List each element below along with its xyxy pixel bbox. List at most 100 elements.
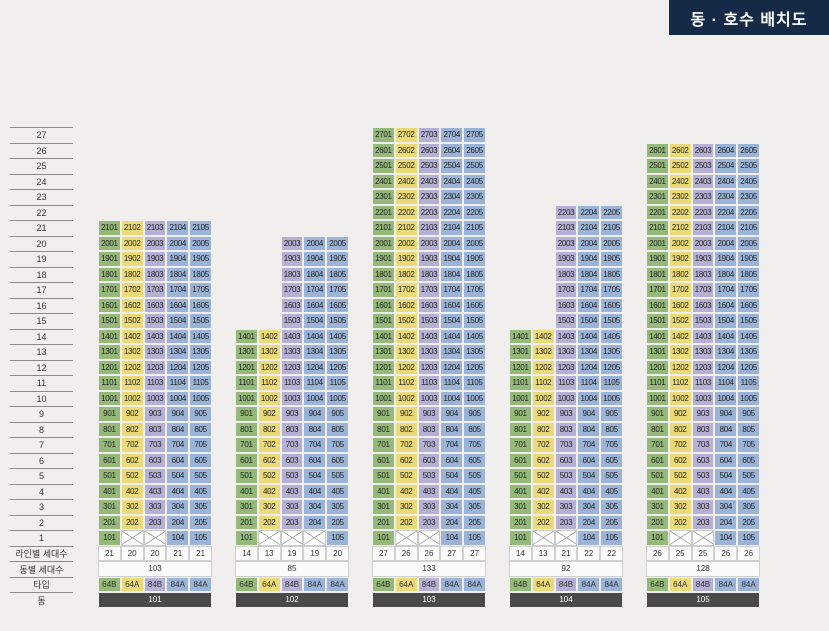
unit-cell[interactable]: 104: [577, 530, 601, 546]
unit-cell[interactable]: 2204: [577, 204, 601, 220]
unit-cell[interactable]: 1601: [646, 297, 669, 313]
unit-cell[interactable]: 403: [280, 483, 304, 499]
unit-cell[interactable]: 705: [737, 437, 760, 453]
unit-cell[interactable]: 905: [189, 406, 212, 422]
unit-cell[interactable]: 304: [577, 499, 601, 515]
unit-cell[interactable]: 702: [668, 437, 692, 453]
unit-cell[interactable]: 1003: [691, 390, 715, 406]
unit-cell[interactable]: 1002: [120, 390, 144, 406]
unit-cell[interactable]: 402: [257, 483, 281, 499]
unit-cell[interactable]: 1105: [189, 375, 212, 391]
unit-cell[interactable]: 302: [668, 499, 692, 515]
unit-cell[interactable]: 205: [189, 514, 212, 530]
unit-cell[interactable]: 801: [646, 421, 669, 437]
unit-cell[interactable]: 1004: [714, 390, 738, 406]
unit-cell[interactable]: 1301: [235, 344, 258, 360]
unit-cell[interactable]: 604: [166, 452, 190, 468]
unit-cell[interactable]: 2301: [646, 189, 669, 205]
unit-cell[interactable]: 2303: [691, 189, 715, 205]
unit-cell[interactable]: 701: [372, 437, 395, 453]
unit-cell[interactable]: 2103: [691, 220, 715, 236]
unit-cell[interactable]: 502: [531, 468, 555, 484]
unit-cell[interactable]: 1404: [440, 328, 464, 344]
unit-cell[interactable]: 1202: [257, 359, 281, 375]
unit-cell[interactable]: 1805: [463, 266, 486, 282]
unit-cell[interactable]: 1803: [417, 266, 441, 282]
unit-cell[interactable]: 2502: [668, 158, 692, 174]
unit-cell[interactable]: 101: [235, 530, 258, 546]
unit-cell[interactable]: 1302: [668, 344, 692, 360]
unit-cell[interactable]: 1503: [417, 313, 441, 329]
unit-cell[interactable]: 1705: [600, 282, 623, 298]
unit-cell[interactable]: 301: [372, 499, 395, 515]
unit-cell[interactable]: 704: [166, 437, 190, 453]
unit-cell[interactable]: 702: [257, 437, 281, 453]
unit-cell[interactable]: 205: [463, 514, 486, 530]
unit-cell[interactable]: 705: [326, 437, 349, 453]
unit-cell[interactable]: 2003: [143, 235, 167, 251]
unit-cell[interactable]: 2304: [440, 189, 464, 205]
unit-cell[interactable]: 1004: [303, 390, 327, 406]
unit-cell[interactable]: 2505: [463, 158, 486, 174]
unit-cell[interactable]: 2002: [394, 235, 418, 251]
unit-cell[interactable]: 1705: [189, 282, 212, 298]
unit-cell[interactable]: 1103: [280, 375, 304, 391]
unit-cell[interactable]: 601: [235, 452, 258, 468]
unit-cell[interactable]: 802: [531, 421, 555, 437]
unit-cell[interactable]: 1101: [372, 375, 395, 391]
unit-cell[interactable]: 1202: [120, 359, 144, 375]
unit-cell[interactable]: 1302: [394, 344, 418, 360]
unit-cell[interactable]: 301: [646, 499, 669, 515]
unit-cell[interactable]: 1105: [326, 375, 349, 391]
unit-cell[interactable]: 705: [600, 437, 623, 453]
unit-cell[interactable]: 403: [691, 483, 715, 499]
unit-cell[interactable]: 805: [463, 421, 486, 437]
unit-cell[interactable]: 2103: [143, 220, 167, 236]
unit-cell[interactable]: 1404: [714, 328, 738, 344]
unit-cell[interactable]: 1005: [463, 390, 486, 406]
unit-cell[interactable]: 2202: [668, 204, 692, 220]
unit-cell[interactable]: 503: [143, 468, 167, 484]
unit-cell[interactable]: 305: [737, 499, 760, 515]
unit-cell[interactable]: 903: [417, 406, 441, 422]
unit-cell[interactable]: 1904: [303, 251, 327, 267]
unit-cell[interactable]: 1405: [600, 328, 623, 344]
unit-cell[interactable]: 805: [326, 421, 349, 437]
unit-cell[interactable]: 2103: [554, 220, 578, 236]
unit-cell[interactable]: 2003: [280, 235, 304, 251]
unit-cell[interactable]: 1804: [714, 266, 738, 282]
unit-cell[interactable]: 1801: [98, 266, 121, 282]
unit-cell[interactable]: 404: [714, 483, 738, 499]
unit-cell[interactable]: 1003: [417, 390, 441, 406]
unit-cell[interactable]: 1405: [326, 328, 349, 344]
unit-cell[interactable]: 305: [326, 499, 349, 515]
unit-cell[interactable]: 1301: [98, 344, 121, 360]
unit-cell[interactable]: 1804: [166, 266, 190, 282]
unit-cell[interactable]: 905: [326, 406, 349, 422]
unit-cell[interactable]: 2005: [463, 235, 486, 251]
unit-cell[interactable]: 405: [463, 483, 486, 499]
unit-cell[interactable]: 2102: [394, 220, 418, 236]
unit-cell[interactable]: 1203: [143, 359, 167, 375]
unit-cell[interactable]: 704: [440, 437, 464, 453]
unit-cell[interactable]: 2403: [417, 173, 441, 189]
unit-cell[interactable]: 1905: [600, 251, 623, 267]
unit-cell[interactable]: 1303: [417, 344, 441, 360]
unit-cell[interactable]: 805: [600, 421, 623, 437]
unit-cell[interactable]: 1602: [668, 297, 692, 313]
unit-cell[interactable]: 601: [98, 452, 121, 468]
unit-cell[interactable]: 605: [463, 452, 486, 468]
unit-cell[interactable]: 2504: [714, 158, 738, 174]
unit-cell[interactable]: 202: [257, 514, 281, 530]
unit-cell[interactable]: 202: [394, 514, 418, 530]
unit-cell[interactable]: 304: [440, 499, 464, 515]
unit-cell[interactable]: 301: [235, 499, 258, 515]
unit-cell[interactable]: 505: [737, 468, 760, 484]
unit-cell[interactable]: 2604: [440, 142, 464, 158]
unit-cell[interactable]: 504: [166, 468, 190, 484]
unit-cell[interactable]: 2105: [463, 220, 486, 236]
unit-cell[interactable]: 2401: [372, 173, 395, 189]
unit-cell[interactable]: 404: [577, 483, 601, 499]
unit-cell[interactable]: 902: [120, 406, 144, 422]
unit-cell[interactable]: 904: [714, 406, 738, 422]
